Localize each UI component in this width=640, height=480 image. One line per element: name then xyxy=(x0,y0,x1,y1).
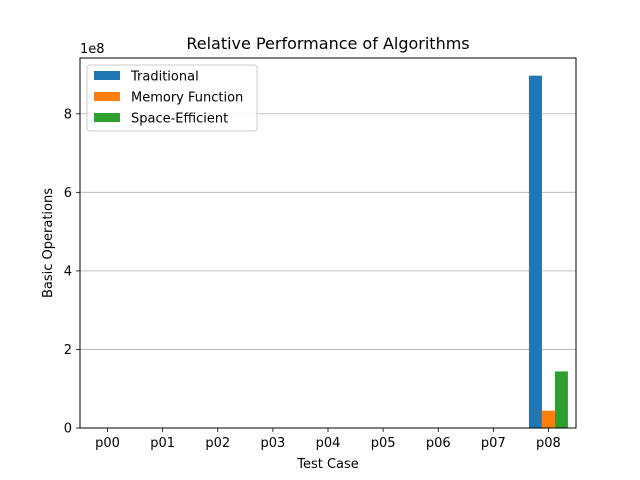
x-tick-label: p05 xyxy=(371,436,396,451)
y-tick-label: 6 xyxy=(64,186,72,201)
y-scale-label: 1e8 xyxy=(80,42,105,57)
x-tick-label: p03 xyxy=(260,436,285,451)
legend-swatch xyxy=(94,71,120,80)
y-tick-label: 8 xyxy=(64,107,72,122)
legend-box xyxy=(86,64,258,132)
legend: Traditional Memory Function Space-Efficien… xyxy=(86,64,258,132)
legend-label: Memory Function xyxy=(131,91,243,106)
y-ticks: 0 2 4 6 8 xyxy=(64,107,80,437)
y-tick-label: 2 xyxy=(64,343,72,358)
legend-swatch xyxy=(94,113,120,122)
bar xyxy=(528,75,542,428)
x-ticks: p00 p01 p02 p03 p04 p05 p06 p07 p08 xyxy=(95,428,561,451)
x-tick-label: p01 xyxy=(150,436,175,451)
y-tick-label: 0 xyxy=(64,422,72,437)
legend-label: Space-Efficient xyxy=(131,112,228,127)
x-tick-label: p02 xyxy=(205,436,230,451)
x-axis-title: Test Case xyxy=(296,457,359,472)
chart-title: Relative Performance of Algorithms xyxy=(186,34,469,53)
bars xyxy=(528,75,568,428)
legend-swatch xyxy=(94,92,120,101)
legend-label: Traditional xyxy=(130,70,199,85)
bar xyxy=(554,371,568,428)
x-tick-label: p04 xyxy=(316,436,341,451)
x-tick-label: p00 xyxy=(95,436,120,451)
x-tick-label: p08 xyxy=(536,436,561,451)
bar xyxy=(541,410,555,428)
y-tick-label: 4 xyxy=(64,264,72,279)
y-axis-title: Basic Operations xyxy=(41,188,56,298)
x-tick-label: p07 xyxy=(481,436,506,451)
x-tick-label: p06 xyxy=(426,436,451,451)
